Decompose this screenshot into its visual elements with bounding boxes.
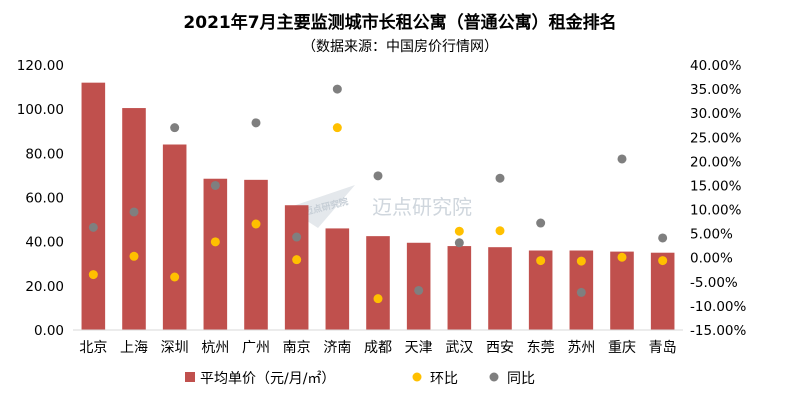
category-label: 杭州 xyxy=(201,340,229,356)
chart-subtitle: （数据来源：中国房价行情网） xyxy=(302,39,498,55)
legend-bar-swatch xyxy=(185,372,195,382)
yoy-point xyxy=(617,154,627,164)
category-label: 东莞 xyxy=(527,340,555,356)
bar xyxy=(366,236,390,330)
mom-point xyxy=(251,219,261,229)
right-tick-label: -10.00% xyxy=(690,299,747,315)
category-label: 北京 xyxy=(79,340,107,356)
yoy-point xyxy=(210,180,220,190)
right-tick-label: 30.00% xyxy=(690,106,742,122)
mom-point xyxy=(88,270,98,280)
bar xyxy=(650,252,675,330)
category-label: 成都 xyxy=(364,340,392,356)
yoy-point xyxy=(536,218,546,228)
yoy-point xyxy=(251,118,261,128)
yoy-point xyxy=(170,123,180,133)
left-tick-label: 60.00 xyxy=(25,191,64,207)
yoy-point xyxy=(332,84,342,94)
bar xyxy=(81,82,106,331)
bar xyxy=(284,205,309,330)
bar xyxy=(610,251,634,330)
mom-point xyxy=(373,294,383,304)
right-tick-label: -15.00% xyxy=(690,323,747,339)
category-label: 广州 xyxy=(242,340,270,356)
category-label: 深圳 xyxy=(161,340,189,356)
bar xyxy=(488,247,512,330)
category-label: 青岛 xyxy=(649,340,677,356)
right-tick-label: 15.00% xyxy=(690,178,742,194)
bar xyxy=(447,246,472,330)
legend: 平均单价（元/月/㎡） 环比 同比 xyxy=(185,371,535,387)
category-label: 上海 xyxy=(120,340,148,356)
category-label: 西安 xyxy=(486,340,514,356)
right-tick-label: 35.00% xyxy=(690,82,742,98)
left-tick-label: 120.00 xyxy=(17,58,64,74)
yoy-point xyxy=(373,171,383,181)
chart-title: 2021年7月主要监测城市长租公寓（普通公寓）租金排名 xyxy=(183,13,617,33)
mom-series xyxy=(88,123,668,304)
category-label: 天津 xyxy=(405,340,433,356)
watermark: 迈点研究院 迈点研究院 xyxy=(287,185,472,228)
left-tick-label: 100.00 xyxy=(17,102,64,118)
right-tick-label: 20.00% xyxy=(690,154,742,170)
bar xyxy=(203,178,228,330)
bar xyxy=(325,228,350,330)
legend-mom-label: 环比 xyxy=(430,371,458,387)
yoy-point xyxy=(414,285,424,295)
bar xyxy=(122,108,146,330)
mom-point xyxy=(210,237,220,247)
yoy-point xyxy=(576,287,586,297)
mom-point xyxy=(658,256,668,266)
bar-series xyxy=(81,82,675,331)
right-axis: -15.00% -10.00% -5.00% 0.00% 5.00% 10.00% 15.0… xyxy=(690,58,747,339)
category-label: 济南 xyxy=(323,340,351,356)
mom-point xyxy=(170,272,180,282)
category-label: 武汉 xyxy=(445,340,473,356)
right-tick-label: 10.00% xyxy=(690,203,742,219)
right-tick-label: 40.00% xyxy=(690,58,742,74)
right-tick-label: 0.00% xyxy=(690,251,733,267)
mom-point xyxy=(292,255,302,265)
category-label: 重庆 xyxy=(608,340,636,356)
mom-point xyxy=(495,226,505,236)
left-tick-label: 0.00 xyxy=(34,323,64,339)
yoy-series xyxy=(88,84,668,297)
legend-bar-label: 平均单价（元/月/㎡） xyxy=(200,371,335,387)
left-tick-label: 20.00 xyxy=(25,279,64,295)
right-tick-label: 5.00% xyxy=(690,227,733,243)
legend-mom-swatch xyxy=(412,372,422,382)
legend-yoy-label: 同比 xyxy=(507,371,535,387)
left-tick-label: 40.00 xyxy=(25,235,64,251)
category-label: 南京 xyxy=(283,340,311,356)
mom-point xyxy=(129,251,139,261)
yoy-point xyxy=(454,238,464,248)
bar xyxy=(244,179,268,330)
category-labels: 北京 上海 深圳 杭州 广州 南京 济南 成都 天津 武汉 西安 东莞 苏州 重庆 青岛 xyxy=(79,340,676,356)
yoy-point xyxy=(292,232,302,242)
right-tick-label: 25.00% xyxy=(690,130,742,146)
mom-point xyxy=(576,256,586,266)
category-label: 苏州 xyxy=(567,340,595,356)
yoy-point xyxy=(88,222,98,232)
yoy-point xyxy=(129,207,139,217)
right-tick-label: -5.00% xyxy=(690,275,738,291)
mom-point xyxy=(332,123,342,133)
watermark-text: 迈点研究院 xyxy=(372,195,472,219)
yoy-point xyxy=(495,173,505,183)
mom-point xyxy=(454,226,464,236)
legend-yoy-swatch xyxy=(489,372,499,382)
left-axis: 0.00 20.00 40.00 60.00 80.00 100.00 120.00 xyxy=(17,58,64,339)
yoy-point xyxy=(658,233,668,243)
bar xyxy=(162,144,187,330)
bar xyxy=(528,250,553,330)
left-tick-label: 80.00 xyxy=(25,146,64,162)
mom-point xyxy=(617,252,627,262)
mom-point xyxy=(536,256,546,266)
